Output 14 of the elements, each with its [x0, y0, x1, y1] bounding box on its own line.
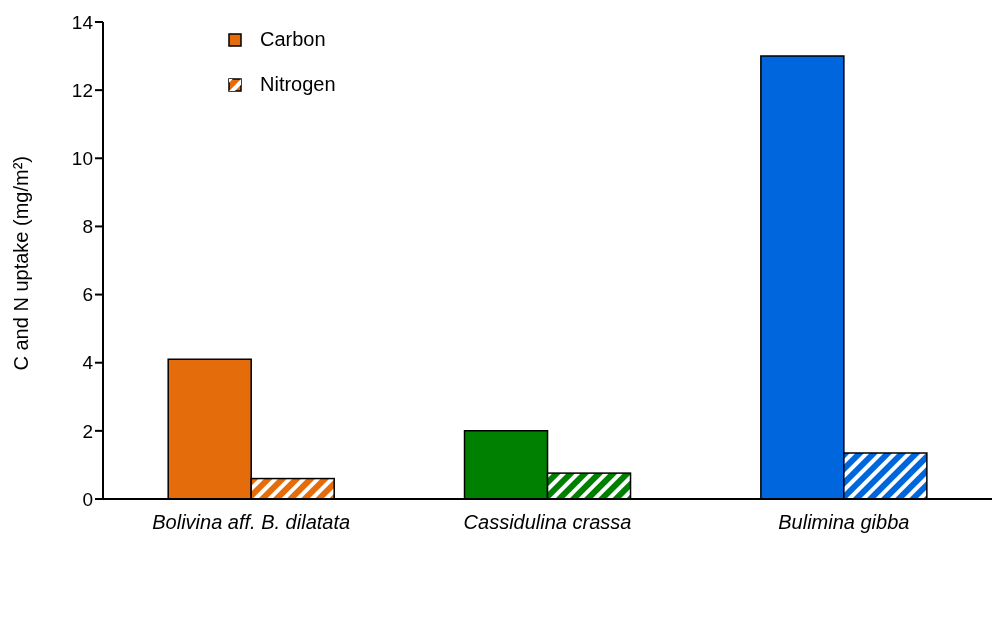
- y-tick-label: 6: [82, 284, 93, 306]
- x-tick-label: Bulimina gibba: [778, 511, 910, 533]
- y-tick-label: 10: [71, 148, 93, 170]
- x-tick-label: Bolivina aff. B. dilatata: [152, 511, 351, 533]
- y-tick-label: 0: [82, 488, 93, 510]
- y-tick-label: 2: [82, 420, 93, 442]
- y-tick-label: 8: [82, 216, 93, 238]
- legend-label: Carbon: [260, 28, 326, 51]
- y-tick-label: 14: [71, 11, 94, 33]
- y-tick-label: 4: [82, 352, 94, 374]
- y-tick-label: 12: [71, 79, 93, 101]
- x-tick-label: Cassidulina crassa: [463, 511, 632, 533]
- y-axis-title: C and N uptake (mg/m²): [10, 155, 33, 371]
- legend-label: Nitrogen: [260, 73, 336, 96]
